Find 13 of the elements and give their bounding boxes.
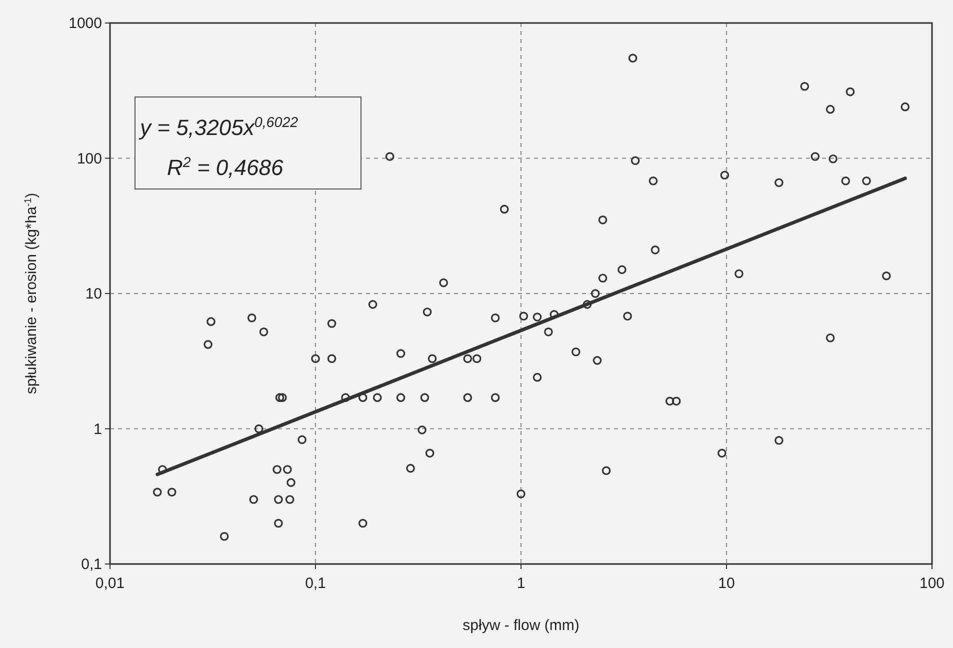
x-tick-label: 1 — [516, 575, 526, 592]
x-axis-title: spływ - flow (mm) — [462, 617, 580, 634]
x-tick-label: 0,01 — [95, 575, 125, 592]
x-tick-label: 10 — [718, 575, 735, 592]
y-tick-label: 1 — [94, 420, 102, 438]
x-tick-label: 100 — [919, 575, 945, 592]
annotation: R$^{2}$ = 0,4686 — [167, 155, 284, 180]
y-tick-label: 100 — [76, 150, 102, 168]
y-tick-label: 1000 — [68, 15, 102, 32]
y-tick-label: 0,1 — [81, 556, 102, 573]
annotation: y = 5,3205x$^{0,6022}$ — [138, 115, 298, 140]
x-tick-label: 0,1 — [305, 575, 326, 592]
y-tick-label: 10 — [85, 286, 102, 302]
